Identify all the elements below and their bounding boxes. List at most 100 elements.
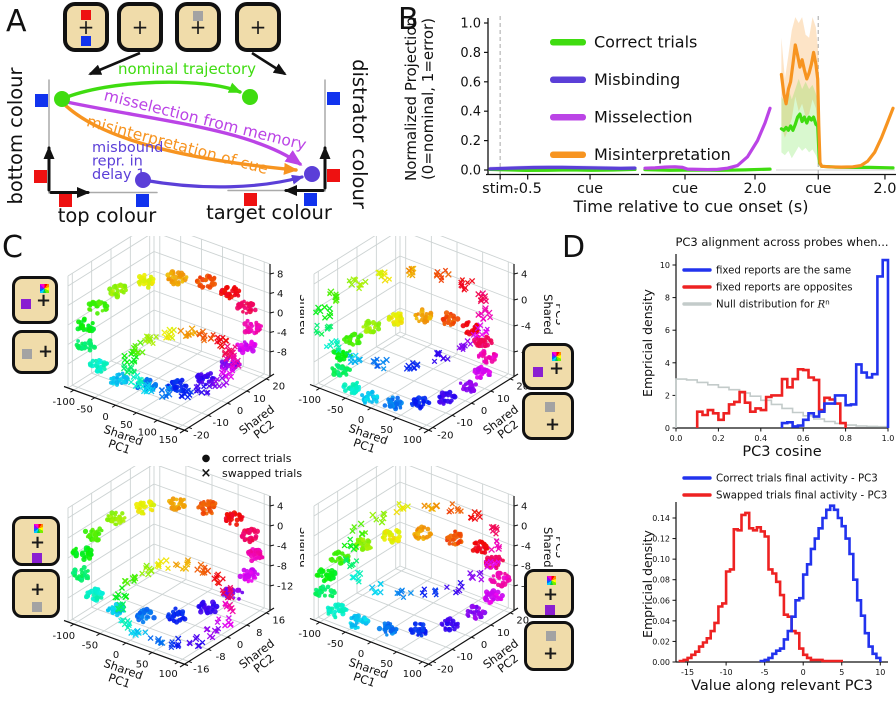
stimulus-pinwheel-icon [40,284,49,293]
svg-text:Misinterpretation: Misinterpretation [594,145,731,164]
svg-text:SharedPC2: SharedPC2 [480,402,528,447]
panel-a-schematic: + + + + [4,2,371,227]
misselection-curve [60,99,303,166]
fixation-cross: + [543,584,559,605]
svg-text:8: 8 [665,294,670,303]
stimulus-screens: + + + + [63,2,287,76]
svg-text:-50: -50 [327,405,343,416]
fixation-cross: + [36,290,52,311]
svg-text:SharedPC2: SharedPC2 [480,636,528,681]
svg-text:-15: -15 [681,668,694,677]
svg-text:cue: cue [805,181,831,197]
state-dot-green-start [54,91,70,107]
stimulus-purple-square-icon [21,299,31,309]
svg-text:4: 4 [665,359,670,368]
svg-text:5: 5 [839,668,844,677]
screen-to-plot-arrow [251,51,287,76]
svg-text:0.4: 0.4 [754,434,767,443]
svg-text:20: 20 [516,616,529,627]
svg-text:-8: -8 [277,562,287,573]
svg-text:10: 10 [497,394,510,405]
svg-text:Swapped trials final activity: Swapped trials final activity - PC3 [716,491,887,502]
svg-text:Empricial density: Empricial density [640,288,655,397]
stimulus-card: + [524,621,574,671]
svg-text:-50: -50 [327,639,343,650]
stimulus-screen-2 [117,2,163,52]
svg-text:0: 0 [801,668,806,677]
panel-d-top-histogram: PC3 alignment across probes when... 0.0 0.… [640,235,895,460]
svg-text:50: 50 [120,420,133,431]
svg-text:Empricial density: Empricial density [640,529,655,638]
svg-text:100: 100 [159,669,178,680]
svg-text:20: 20 [272,382,285,393]
panel-d-label: D [562,230,586,265]
svg-text:Correct trials final activity: Correct trials final activity - PC3 [716,474,878,485]
svg-text:0.06: 0.06 [652,596,670,605]
svg-text:0.14: 0.14 [652,514,670,523]
fixation-cross: + [543,643,559,664]
fixation-cross: + [38,341,54,362]
svg-text:0.0: 0.0 [670,434,683,443]
svg-text:0.6: 0.6 [797,434,810,443]
svg-text:-8: -8 [277,348,287,359]
axis-label-bottom-colour: bottom colour [4,66,27,204]
svg-text:0.04: 0.04 [652,617,670,626]
svg-text:-4: -4 [521,322,531,333]
svg-text:PC3: PC3 [553,536,560,558]
svg-text:-0.5: -0.5 [514,181,542,197]
svg-text:-4: -4 [277,328,287,339]
svg-text:SharedPC2: SharedPC2 [236,402,284,447]
axis-label-target-colour: target colour [206,201,333,224]
svg-text:0: 0 [521,296,527,307]
x-marker-icon: × [200,466,212,481]
colour-reference-squares [34,92,340,207]
stimulus-screen-4 [235,2,281,52]
fixation-cross: + [545,414,561,435]
svg-text:0: 0 [481,640,487,651]
red-square-icon [81,10,91,20]
svg-text:PC3 alignment across probes wh: PC3 alignment across probes when... [675,235,888,249]
panel-c-scatter3d-bottom-right: -100-50050100-20-100102040-4-8-12SharedP… [298,466,560,693]
misbound-curve [141,174,304,189]
misbound-label-line1: misbound [92,140,163,156]
svg-text:0: 0 [277,522,283,533]
svg-text:10: 10 [875,668,885,677]
svg-text:-4: -4 [521,542,531,553]
svg-text:50: 50 [380,659,393,670]
svg-text:Shared: Shared [297,527,304,568]
svg-text:Shared: Shared [541,527,555,568]
svg-text:100: 100 [403,435,422,446]
svg-text:0.02: 0.02 [652,637,670,646]
panel-c-scatter3d-top-right: -100-50050100-20-100102040-4-8SharedPC1S… [298,236,560,459]
svg-text:cue: cue [672,181,698,197]
panel-c-label: C [2,230,23,265]
svg-text:0: 0 [237,640,243,651]
svg-text:PC3 cosine: PC3 cosine [742,444,821,460]
svg-text:-100: -100 [298,629,321,640]
stimulus-gray-square-icon [545,402,555,412]
panel-c-marker-legend: ● correct trials × swapped trials [200,451,303,481]
svg-text:cue: cue [577,181,603,197]
svg-text:-10: -10 [456,418,472,429]
svg-text:1.0: 1.0 [882,434,895,443]
screen-to-plot-arrow [88,51,141,76]
stimulus-card: + [12,569,60,618]
svg-text:0.2: 0.2 [712,434,725,443]
stimulus-card: + [12,330,58,374]
svg-text:0.8: 0.8 [460,46,481,61]
svg-text:0: 0 [481,406,487,417]
svg-text:-5: -5 [761,668,769,677]
svg-text:-4: -4 [277,542,287,553]
axis-label-distrator-colour: distrator colour [348,59,371,210]
svg-text:0.08: 0.08 [652,576,670,585]
state-space-axes [43,79,331,198]
svg-text:100: 100 [138,427,157,438]
svg-text:-10: -10 [720,668,733,677]
nominal-trajectory-label: nominal trajectory [118,60,256,78]
svg-text:-16: -16 [193,664,209,675]
svg-text:Normalized Projection: Normalized Projection [402,17,420,181]
fixation-cross: + [30,532,46,553]
svg-text:0.4: 0.4 [460,105,481,120]
